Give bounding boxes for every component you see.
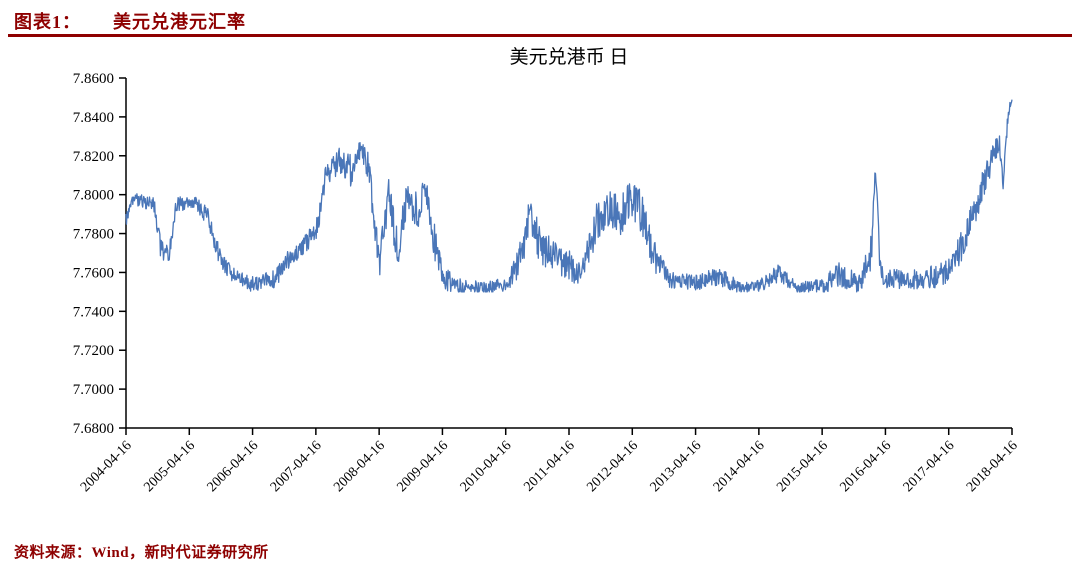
svg-text:2018-04-16: 2018-04-16 [964, 438, 1021, 495]
svg-text:7.8400: 7.8400 [73, 110, 114, 126]
svg-text:7.6800: 7.6800 [73, 421, 114, 437]
chart-title: 美元兑港币 日 [510, 46, 629, 68]
svg-text:2006-04-16: 2006-04-16 [205, 438, 262, 495]
svg-text:2005-04-16: 2005-04-16 [141, 438, 198, 495]
figure-label: 图表1： [14, 12, 81, 32]
svg-text:2010-04-16: 2010-04-16 [458, 438, 515, 495]
svg-text:2017-04-16: 2017-04-16 [901, 438, 958, 495]
header-rule [8, 34, 1072, 37]
svg-text:2009-04-16: 2009-04-16 [394, 438, 451, 495]
svg-text:2012-04-16: 2012-04-16 [584, 438, 641, 495]
svg-text:7.7800: 7.7800 [73, 227, 114, 243]
figure-header: 图表1： 美元兑港元汇率 [14, 8, 246, 34]
svg-text:2014-04-16: 2014-04-16 [711, 438, 768, 495]
svg-text:2007-04-16: 2007-04-16 [268, 438, 325, 495]
svg-text:2008-04-16: 2008-04-16 [331, 438, 388, 495]
svg-text:7.7000: 7.7000 [73, 382, 114, 398]
chart-svg: 美元兑港币 日 7.6800 7.7000 7.7200 7.7400 7.7600 7.… [73, 46, 1021, 495]
figure-title: 美元兑港元汇率 [113, 12, 246, 32]
svg-text:2013-04-16: 2013-04-16 [648, 438, 705, 495]
svg-text:7.7200: 7.7200 [73, 343, 114, 359]
svg-text:7.7400: 7.7400 [73, 304, 114, 320]
svg-text:2015-04-16: 2015-04-16 [774, 438, 831, 495]
svg-text:2016-04-16: 2016-04-16 [837, 438, 894, 495]
svg-text:7.8000: 7.8000 [73, 188, 114, 204]
svg-text:2011-04-16: 2011-04-16 [521, 438, 577, 494]
source-text: 资料来源：Wind，新时代证券研究所 [14, 545, 269, 561]
svg-text:7.7600: 7.7600 [73, 265, 114, 281]
svg-text:2004-04-16: 2004-04-16 [78, 438, 135, 495]
chart-area: 美元兑港币 日 7.6800 7.7000 7.7200 7.7400 7.7600 7.… [0, 38, 1080, 538]
svg-text:7.8600: 7.8600 [73, 71, 114, 87]
svg-text:7.8200: 7.8200 [73, 149, 114, 165]
